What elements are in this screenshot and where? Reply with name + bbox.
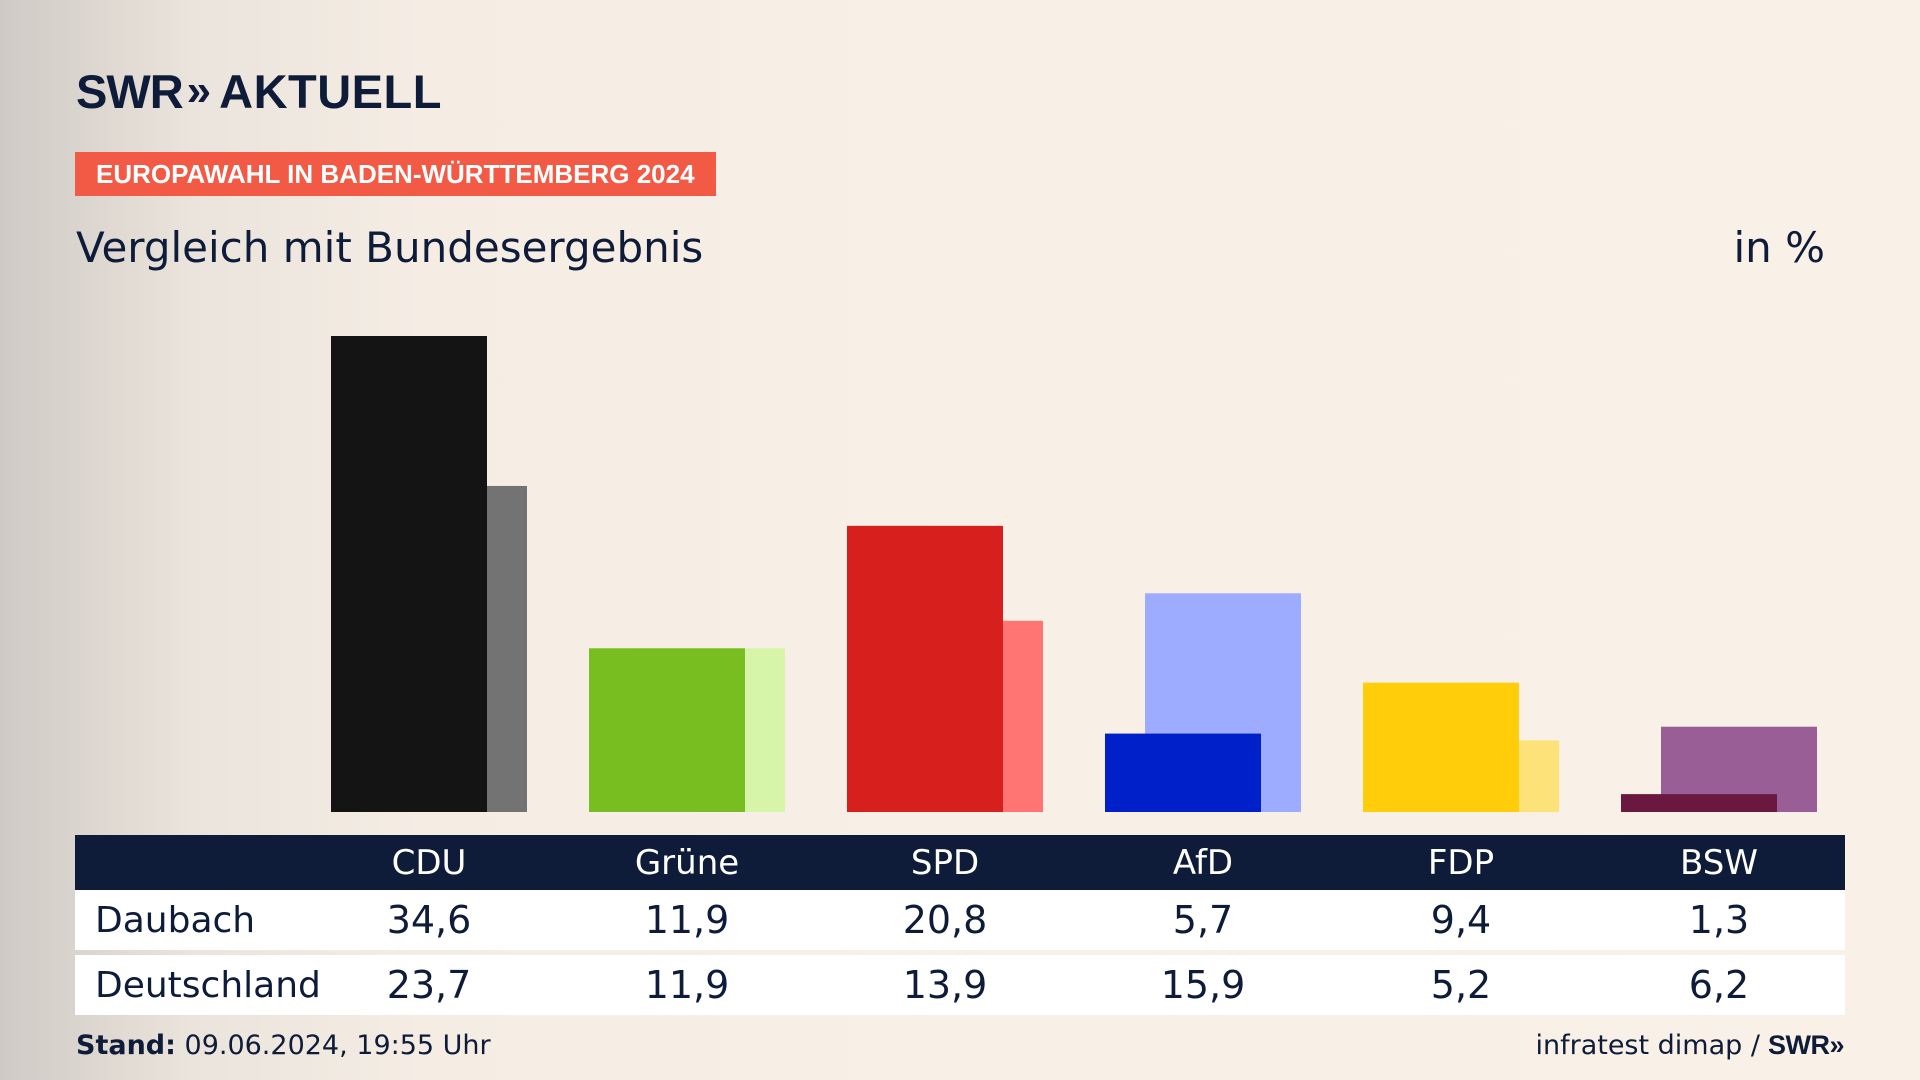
swr-mini-logo: SWR»: [1767, 1030, 1845, 1060]
table-row: Deutschland 23,7 11,9 13,9 15,9 5,2 6,2: [75, 955, 1845, 1015]
value-cell: 23,7: [386, 963, 472, 1007]
value-cell: 15,9: [1160, 963, 1246, 1007]
column-header: CDU: [391, 842, 467, 883]
value-cell: 11,9: [644, 963, 730, 1007]
bar-daubach-3: [1105, 733, 1261, 812]
value-cell: 9,4: [1430, 898, 1492, 942]
logo-program: AKTUELL: [219, 64, 442, 118]
column-header: FDP: [1427, 842, 1495, 883]
column-header: BSW: [1680, 842, 1758, 883]
row-label: Deutschland: [95, 964, 321, 1006]
results-table: CDU Grüne SPD AfD FDP BSW Daubach 34,6 11,9 20,…: [75, 835, 1845, 1015]
bar-daubach-0: [331, 336, 487, 812]
bar-daubach-4: [1363, 682, 1519, 812]
source-text: infratest dimap /: [1535, 1030, 1760, 1061]
timestamp-label: Stand:: [76, 1030, 176, 1061]
value-cell: 20,8: [902, 898, 988, 942]
value-cell: 5,7: [1172, 898, 1234, 942]
row-label: Daubach: [95, 899, 256, 941]
bar-daubach-5: [1621, 794, 1777, 812]
bar-daubach-1: [589, 648, 745, 812]
column-header: AfD: [1172, 842, 1234, 883]
bar-daubach-2: [847, 525, 1003, 812]
swr-aktuell-logo: SWR » AKTUELL: [76, 64, 442, 118]
timestamp: Stand: 09.06.2024, 19:55 Uhr: [76, 1030, 491, 1061]
table-header-row: CDU Grüne SPD AfD FDP BSW: [75, 835, 1845, 890]
value-cell: 11,9: [644, 898, 730, 942]
chart-subtitle: Vergleich mit Bundesergebnis: [76, 223, 704, 272]
timestamp-value: 09.06.2024, 19:55 Uhr: [184, 1030, 491, 1061]
value-cell: 34,6: [386, 898, 472, 942]
value-cell: 13,9: [902, 963, 988, 1007]
value-cell: 5,2: [1430, 963, 1492, 1007]
column-header: SPD: [910, 842, 980, 883]
source-credit: infratest dimap / SWR»: [1535, 1030, 1844, 1061]
table-row: Daubach 34,6 11,9 20,8 5,7 9,4 1,3: [75, 890, 1845, 950]
logo-brand: SWR: [76, 64, 184, 118]
election-tag: EUROPAWAHL IN BADEN-WÜRTTEMBERG 2024: [75, 152, 716, 196]
value-cell: 6,2: [1688, 963, 1750, 1007]
value-cell: 1,3: [1688, 898, 1750, 942]
unit-label: in %: [1733, 223, 1825, 272]
column-header: Grüne: [634, 842, 740, 883]
